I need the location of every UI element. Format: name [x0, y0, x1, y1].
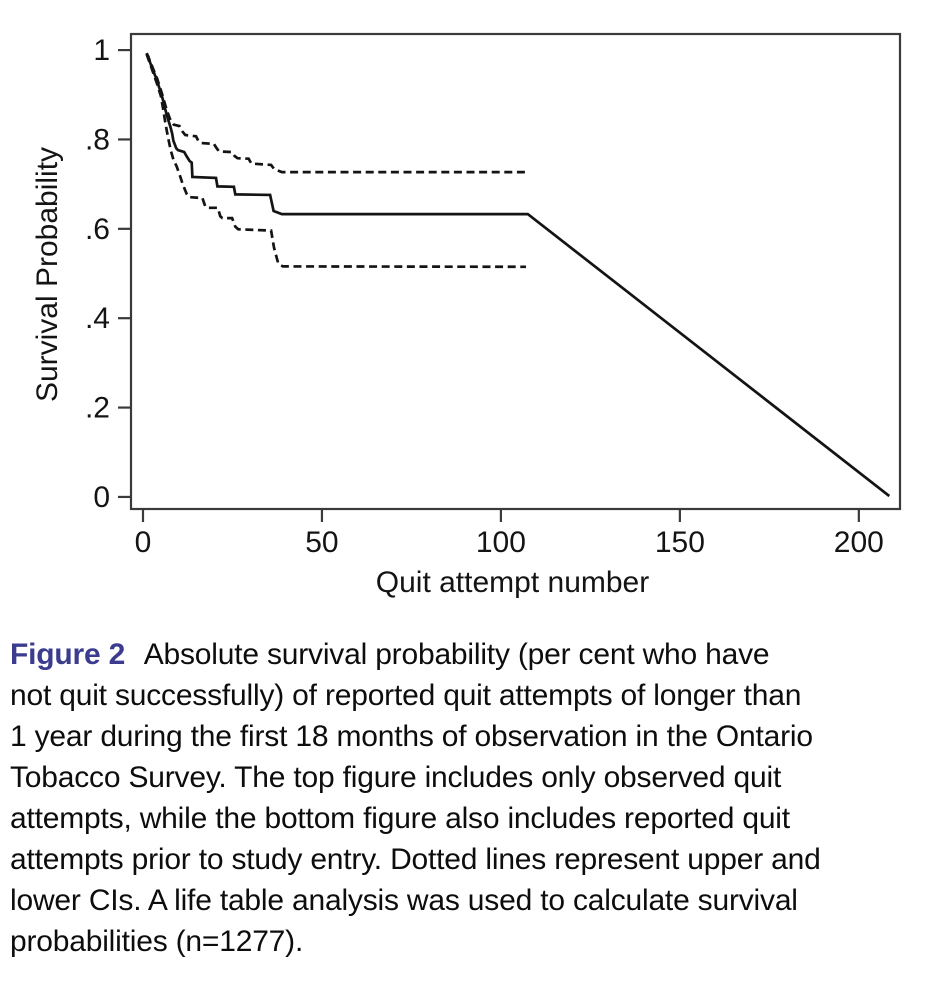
figure-caption-label: Figure 2 — [10, 638, 126, 671]
x-tick-label: 0 — [135, 526, 152, 559]
x-tick-label: 200 — [834, 526, 884, 559]
y-tick-label: 0 — [93, 481, 110, 514]
survival-estimate-line — [145, 52, 891, 498]
caption-line: attempts, while the bottom figure also i… — [10, 802, 790, 835]
caption-line: not quit successfully) of reported quit … — [10, 679, 802, 712]
y-tick-label: 1 — [93, 34, 110, 67]
x-tick-label: 100 — [476, 526, 526, 559]
y-axis-label: Survival Probability — [31, 147, 64, 402]
x-tick-label: 50 — [305, 526, 338, 559]
caption-line: Tobacco Survey. The top figure includes … — [10, 761, 782, 794]
caption-line: 1 year during the first 18 months of obs… — [10, 720, 813, 753]
y-tick-label: .2 — [85, 392, 110, 425]
lower-ci-line — [145, 53, 527, 269]
y-tick-label: .6 — [85, 213, 110, 246]
caption-line: lower CIs. A life table analysis was use… — [10, 884, 798, 917]
survival-chart: 0 50 100 150 200 0 .2 .4 .6 .8 1 Quit attempt numbe… — [31, 32, 902, 599]
y-tick-label: .4 — [85, 302, 110, 335]
caption-line-text: Absolute survival probability (per cent … — [143, 638, 770, 671]
caption-line: Figure 2 Absolute survival probability (p… — [10, 634, 936, 675]
figure-2: 0 50 100 150 200 0 .2 .4 .6 .8 1 Quit attempt numbe… — [0, 32, 948, 962]
upper-ci-line — [145, 52, 526, 174]
x-tick-label: 150 — [655, 526, 705, 559]
caption-line: probabilities (n=1277). — [10, 925, 304, 958]
figure-caption: Figure 2 Absolute survival probability (p… — [0, 634, 948, 962]
x-axis-label: Quit attempt number — [376, 566, 649, 599]
caption-line: attempts prior to study entry. Dotted li… — [10, 843, 821, 876]
survival-chart-svg: 0 50 100 150 200 0 .2 .4 .6 .8 1 Quit attempt numbe… — [31, 32, 902, 599]
plot-border — [129, 32, 902, 511]
y-tick-label: .8 — [85, 123, 110, 156]
